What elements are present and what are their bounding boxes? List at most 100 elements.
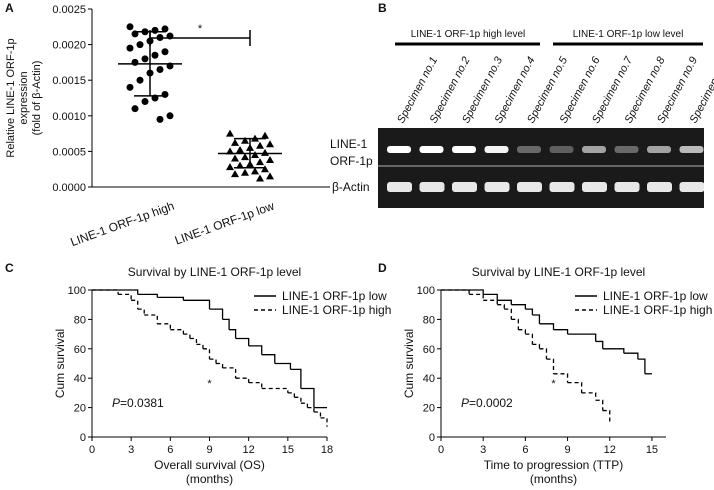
survival-step	[229, 329, 237, 339]
survival-step	[209, 308, 224, 320]
y-tick-label: 0.0005	[52, 146, 86, 158]
panel-label: C	[5, 261, 14, 275]
survival-step	[261, 387, 289, 393]
y-tick-label: 40	[74, 373, 86, 385]
group-header: LINE-1 ORF-1p high level	[411, 29, 526, 40]
y-tick-label: 0.0025	[52, 4, 86, 16]
band	[517, 146, 541, 153]
legend-label: LINE-1 ORF-1p low	[603, 289, 708, 303]
point	[141, 55, 149, 63]
point	[236, 145, 244, 153]
point	[256, 174, 264, 182]
legend-label: LINE-1 ORF-1p low	[282, 289, 387, 303]
survival-step	[307, 406, 315, 413]
band	[582, 146, 606, 153]
band	[614, 146, 639, 153]
significance-marker: *	[198, 23, 203, 35]
x-tick-label: 12	[243, 444, 255, 456]
point	[251, 150, 259, 158]
point	[266, 140, 274, 148]
row-label: ORF-1p	[330, 154, 373, 168]
panel-label: B	[378, 1, 387, 15]
point	[261, 131, 269, 139]
panel-label: D	[378, 261, 387, 275]
survival-step	[595, 340, 604, 349]
point	[156, 66, 164, 74]
chart-title: Survival by LINE-1 ORF-1p level	[128, 265, 301, 279]
survival-step	[441, 289, 484, 295]
gel-background	[378, 128, 704, 208]
y-tick-label: 60	[423, 344, 435, 356]
p-value: P=0.0381	[112, 396, 164, 410]
y-tick-label: 0	[80, 432, 86, 444]
band	[679, 182, 705, 192]
survival-step	[581, 392, 597, 401]
x-tick-label: 15	[282, 444, 294, 456]
survival-step	[92, 289, 139, 295]
y-tick-label: 0.0015	[52, 75, 86, 87]
point	[161, 90, 169, 98]
survival-step	[539, 348, 548, 360]
survival-step	[313, 411, 322, 418]
survival-step	[131, 299, 139, 310]
survival-step	[623, 352, 639, 360]
point	[126, 44, 134, 52]
survival-step	[553, 373, 569, 383]
band	[549, 182, 575, 192]
p-value: P=0.0002	[461, 396, 513, 410]
survival-step	[222, 367, 237, 379]
point	[156, 115, 164, 123]
legend-label: LINE-1 ORF-1p high	[603, 303, 712, 317]
y-tick-label: 0.0010	[52, 111, 86, 123]
point	[231, 138, 239, 146]
point	[131, 105, 139, 113]
survival-step	[137, 308, 145, 315]
band	[387, 146, 411, 153]
survival-step	[300, 402, 309, 408]
row-label: LINE-1	[330, 137, 368, 151]
survival-step	[248, 381, 263, 389]
x-tick-label: 0	[89, 444, 95, 456]
survival-step	[235, 377, 250, 383]
y-axis-label: (fold of β-Actin)	[31, 61, 43, 136]
survival-step	[497, 304, 505, 310]
point	[241, 153, 249, 161]
band	[452, 146, 476, 153]
point	[161, 25, 169, 33]
y-axis-label: expression	[18, 71, 30, 124]
survival-step	[209, 358, 217, 364]
survival-step	[118, 293, 132, 301]
point	[151, 26, 159, 34]
band	[484, 146, 509, 153]
x-tick-label: 6	[167, 444, 173, 456]
survival-step	[567, 333, 597, 342]
survival-step	[602, 409, 611, 423]
survival-step	[525, 308, 534, 315]
band	[484, 182, 510, 192]
point	[166, 112, 174, 120]
y-tick-label: 40	[423, 373, 435, 385]
y-tick-label: 80	[74, 314, 86, 326]
band	[387, 182, 412, 192]
survival-step	[290, 368, 302, 389]
point	[131, 58, 139, 66]
survival-step	[637, 358, 646, 374]
survival-step	[216, 362, 224, 368]
point	[141, 98, 149, 106]
band	[647, 182, 672, 192]
band	[419, 146, 444, 153]
x-axis-label: (months)	[530, 472, 577, 486]
survival-step	[602, 348, 625, 354]
point	[151, 51, 159, 59]
band	[517, 182, 542, 192]
survival-step	[511, 318, 519, 330]
x-axis-label: Time to progression (TTP)	[484, 458, 624, 472]
survival-step	[196, 343, 204, 349]
x-tick-label: 18	[321, 444, 333, 456]
survival-step	[235, 337, 250, 346]
point	[266, 155, 274, 163]
point	[231, 154, 239, 162]
survival-step	[546, 358, 555, 374]
survival-step	[287, 392, 296, 398]
survival-step	[483, 299, 498, 305]
